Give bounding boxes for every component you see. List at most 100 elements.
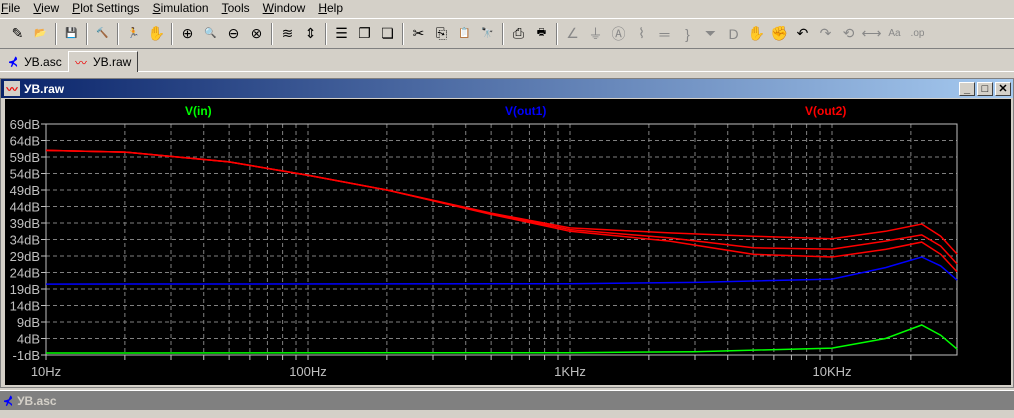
drag-button[interactable]: ✊ xyxy=(768,23,791,45)
close-button[interactable]: ✕ xyxy=(995,81,1011,96)
x-tick-label: 10Hz xyxy=(31,364,61,379)
close-all-icon: ❏ xyxy=(381,25,394,41)
resistor-button[interactable]: ⌇ xyxy=(630,23,653,45)
toolbar-separator xyxy=(171,22,173,45)
autorange-button[interactable]: ≋ xyxy=(276,23,299,45)
move-button[interactable]: ✋ xyxy=(745,23,768,45)
menu-view[interactable]: View xyxy=(33,1,60,15)
control-panel-button[interactable]: 🔨 xyxy=(91,23,114,45)
save-button[interactable]: 💾 xyxy=(60,23,83,45)
y-tick-label: 39dB xyxy=(10,216,40,231)
component-icon: D xyxy=(728,25,739,42)
menu-tools[interactable]: Tools xyxy=(221,1,250,15)
window-title: УВ.raw xyxy=(24,81,65,96)
undo-icon: ↶ xyxy=(796,25,809,41)
zoom-out-button[interactable]: ⊖ xyxy=(222,23,245,45)
text-button[interactable]: Aa xyxy=(883,23,906,45)
open-button[interactable]: 📂 xyxy=(29,23,52,45)
diode-icon: ⏷ xyxy=(704,25,717,41)
zoom-fit-icon: ⊗ xyxy=(250,25,263,41)
tab-schematic[interactable]: ⊀ УВ.asc xyxy=(2,51,68,72)
paste-icon: 📋 xyxy=(458,28,471,39)
ground-button[interactable]: ⏚ xyxy=(584,23,607,45)
capacitor-icon: ═ xyxy=(659,25,670,42)
window-title: УВ.asc xyxy=(17,393,57,408)
copy-button[interactable]: ⎘ xyxy=(430,23,453,45)
menu-simulation[interactable]: Simulation xyxy=(152,1,209,15)
find-icon: 🔭 xyxy=(481,28,494,39)
y-tick-label: 9dB xyxy=(17,315,40,330)
y-tick-label: 14dB xyxy=(10,299,40,314)
capacitor-button[interactable]: ═ xyxy=(653,23,676,45)
print-button[interactable]: 🖶 xyxy=(530,23,553,45)
series-line-vout2 xyxy=(45,149,958,273)
y-tick-label: 29dB xyxy=(10,249,40,264)
redo-icon: ↷ xyxy=(819,25,832,41)
text-icon: Aa xyxy=(888,28,901,39)
zoom-out-icon: ⊖ xyxy=(227,25,240,41)
redo-button[interactable]: ↷ xyxy=(814,23,837,45)
spice-directive-button[interactable]: .op xyxy=(906,23,929,45)
zoom-in-icon: ⊕ xyxy=(181,25,194,41)
legend-entry[interactable]: V(in) xyxy=(185,104,212,118)
run-button[interactable]: 🏃 xyxy=(122,23,145,45)
toolbar-separator xyxy=(86,22,88,45)
y-tick-label: 34dB xyxy=(10,233,40,248)
diode-button[interactable]: ⏷ xyxy=(699,23,722,45)
undo-button[interactable]: ↶ xyxy=(791,23,814,45)
y-tick-label: -1dB xyxy=(13,348,40,363)
close-all-button[interactable]: ❏ xyxy=(376,23,399,45)
cut-icon: ✂ xyxy=(412,25,425,41)
maximize-button[interactable]: □ xyxy=(977,81,993,96)
plot-area[interactable]: 69dB 64dB 59dB 54dB 49dB 44dB 39dB 34dB 29dB 24dB… xyxy=(5,99,1011,385)
component-button[interactable]: D xyxy=(722,23,745,45)
minimize-button[interactable]: _ xyxy=(959,81,975,96)
inductor-icon: } xyxy=(685,25,690,42)
label-button[interactable]: Ⓐ xyxy=(607,23,630,45)
cascade-button[interactable]: ❐ xyxy=(353,23,376,45)
y-tick-label: 64dB xyxy=(10,134,40,149)
tile-horizontal-button[interactable]: ☰ xyxy=(330,23,353,45)
y-tick-label: 44dB xyxy=(10,200,40,215)
new-schematic-button[interactable]: ✎ xyxy=(6,23,29,45)
wire-icon: ∠ xyxy=(566,25,579,41)
drag-icon: ✊ xyxy=(770,25,789,41)
find-button[interactable]: 🔭 xyxy=(476,23,499,45)
open-icon: 📂 xyxy=(34,28,47,39)
tile-horizontal-icon: ☰ xyxy=(335,25,348,41)
menu-window[interactable]: Window xyxy=(262,1,306,15)
inductor-button[interactable]: } xyxy=(676,23,699,45)
toolbar-separator xyxy=(502,22,504,45)
menu-plot-settings[interactable]: Plot Settings xyxy=(72,1,140,15)
y-tick-label: 4dB xyxy=(17,332,40,347)
paste-button[interactable]: 📋 xyxy=(453,23,476,45)
legend-entry[interactable]: V(out1) xyxy=(505,104,546,118)
waveform-icon: 〰 xyxy=(4,81,20,96)
new-schematic-icon: ✎ xyxy=(11,25,24,41)
autorange-y-button[interactable]: ⇕ xyxy=(299,23,322,45)
rotate-button[interactable]: ⟲ xyxy=(837,23,860,45)
zoom-fit-button[interactable]: ⊗ xyxy=(245,23,268,45)
y-tick-label: 59dB xyxy=(10,150,40,165)
schematic-icon: ⊀ xyxy=(8,54,19,69)
toolbar-separator xyxy=(556,22,558,45)
tab-label: УВ.asc xyxy=(24,54,62,69)
menu-bar: File View Plot Settings Simulation Tools Wind… xyxy=(0,0,1014,17)
mirror-button[interactable]: ⟷ xyxy=(860,23,883,45)
zoom-pan-button[interactable]: 🔍 xyxy=(199,23,222,45)
zoom-in-button[interactable]: ⊕ xyxy=(176,23,199,45)
cut-button[interactable]: ✂ xyxy=(407,23,430,45)
y-tick-label: 19dB xyxy=(10,282,40,297)
window-titlebar[interactable]: 〰 УВ.raw _ □ ✕ xyxy=(1,79,1013,98)
window-titlebar[interactable]: ⊀ УВ.asc xyxy=(0,391,1014,410)
wire-button[interactable]: ∠ xyxy=(561,23,584,45)
print-setup-button[interactable]: ⎙ xyxy=(507,23,530,45)
legend-entry[interactable]: V(out2) xyxy=(805,104,846,118)
menu-file[interactable]: File xyxy=(1,1,21,15)
tab-waveform[interactable]: 〰 УВ.raw xyxy=(68,51,138,72)
menu-help[interactable]: Help xyxy=(318,1,343,15)
x-tick-label: 10KHz xyxy=(812,364,851,379)
run-icon: 🏃 xyxy=(127,28,140,39)
halt-button[interactable]: ✋ xyxy=(145,23,168,45)
